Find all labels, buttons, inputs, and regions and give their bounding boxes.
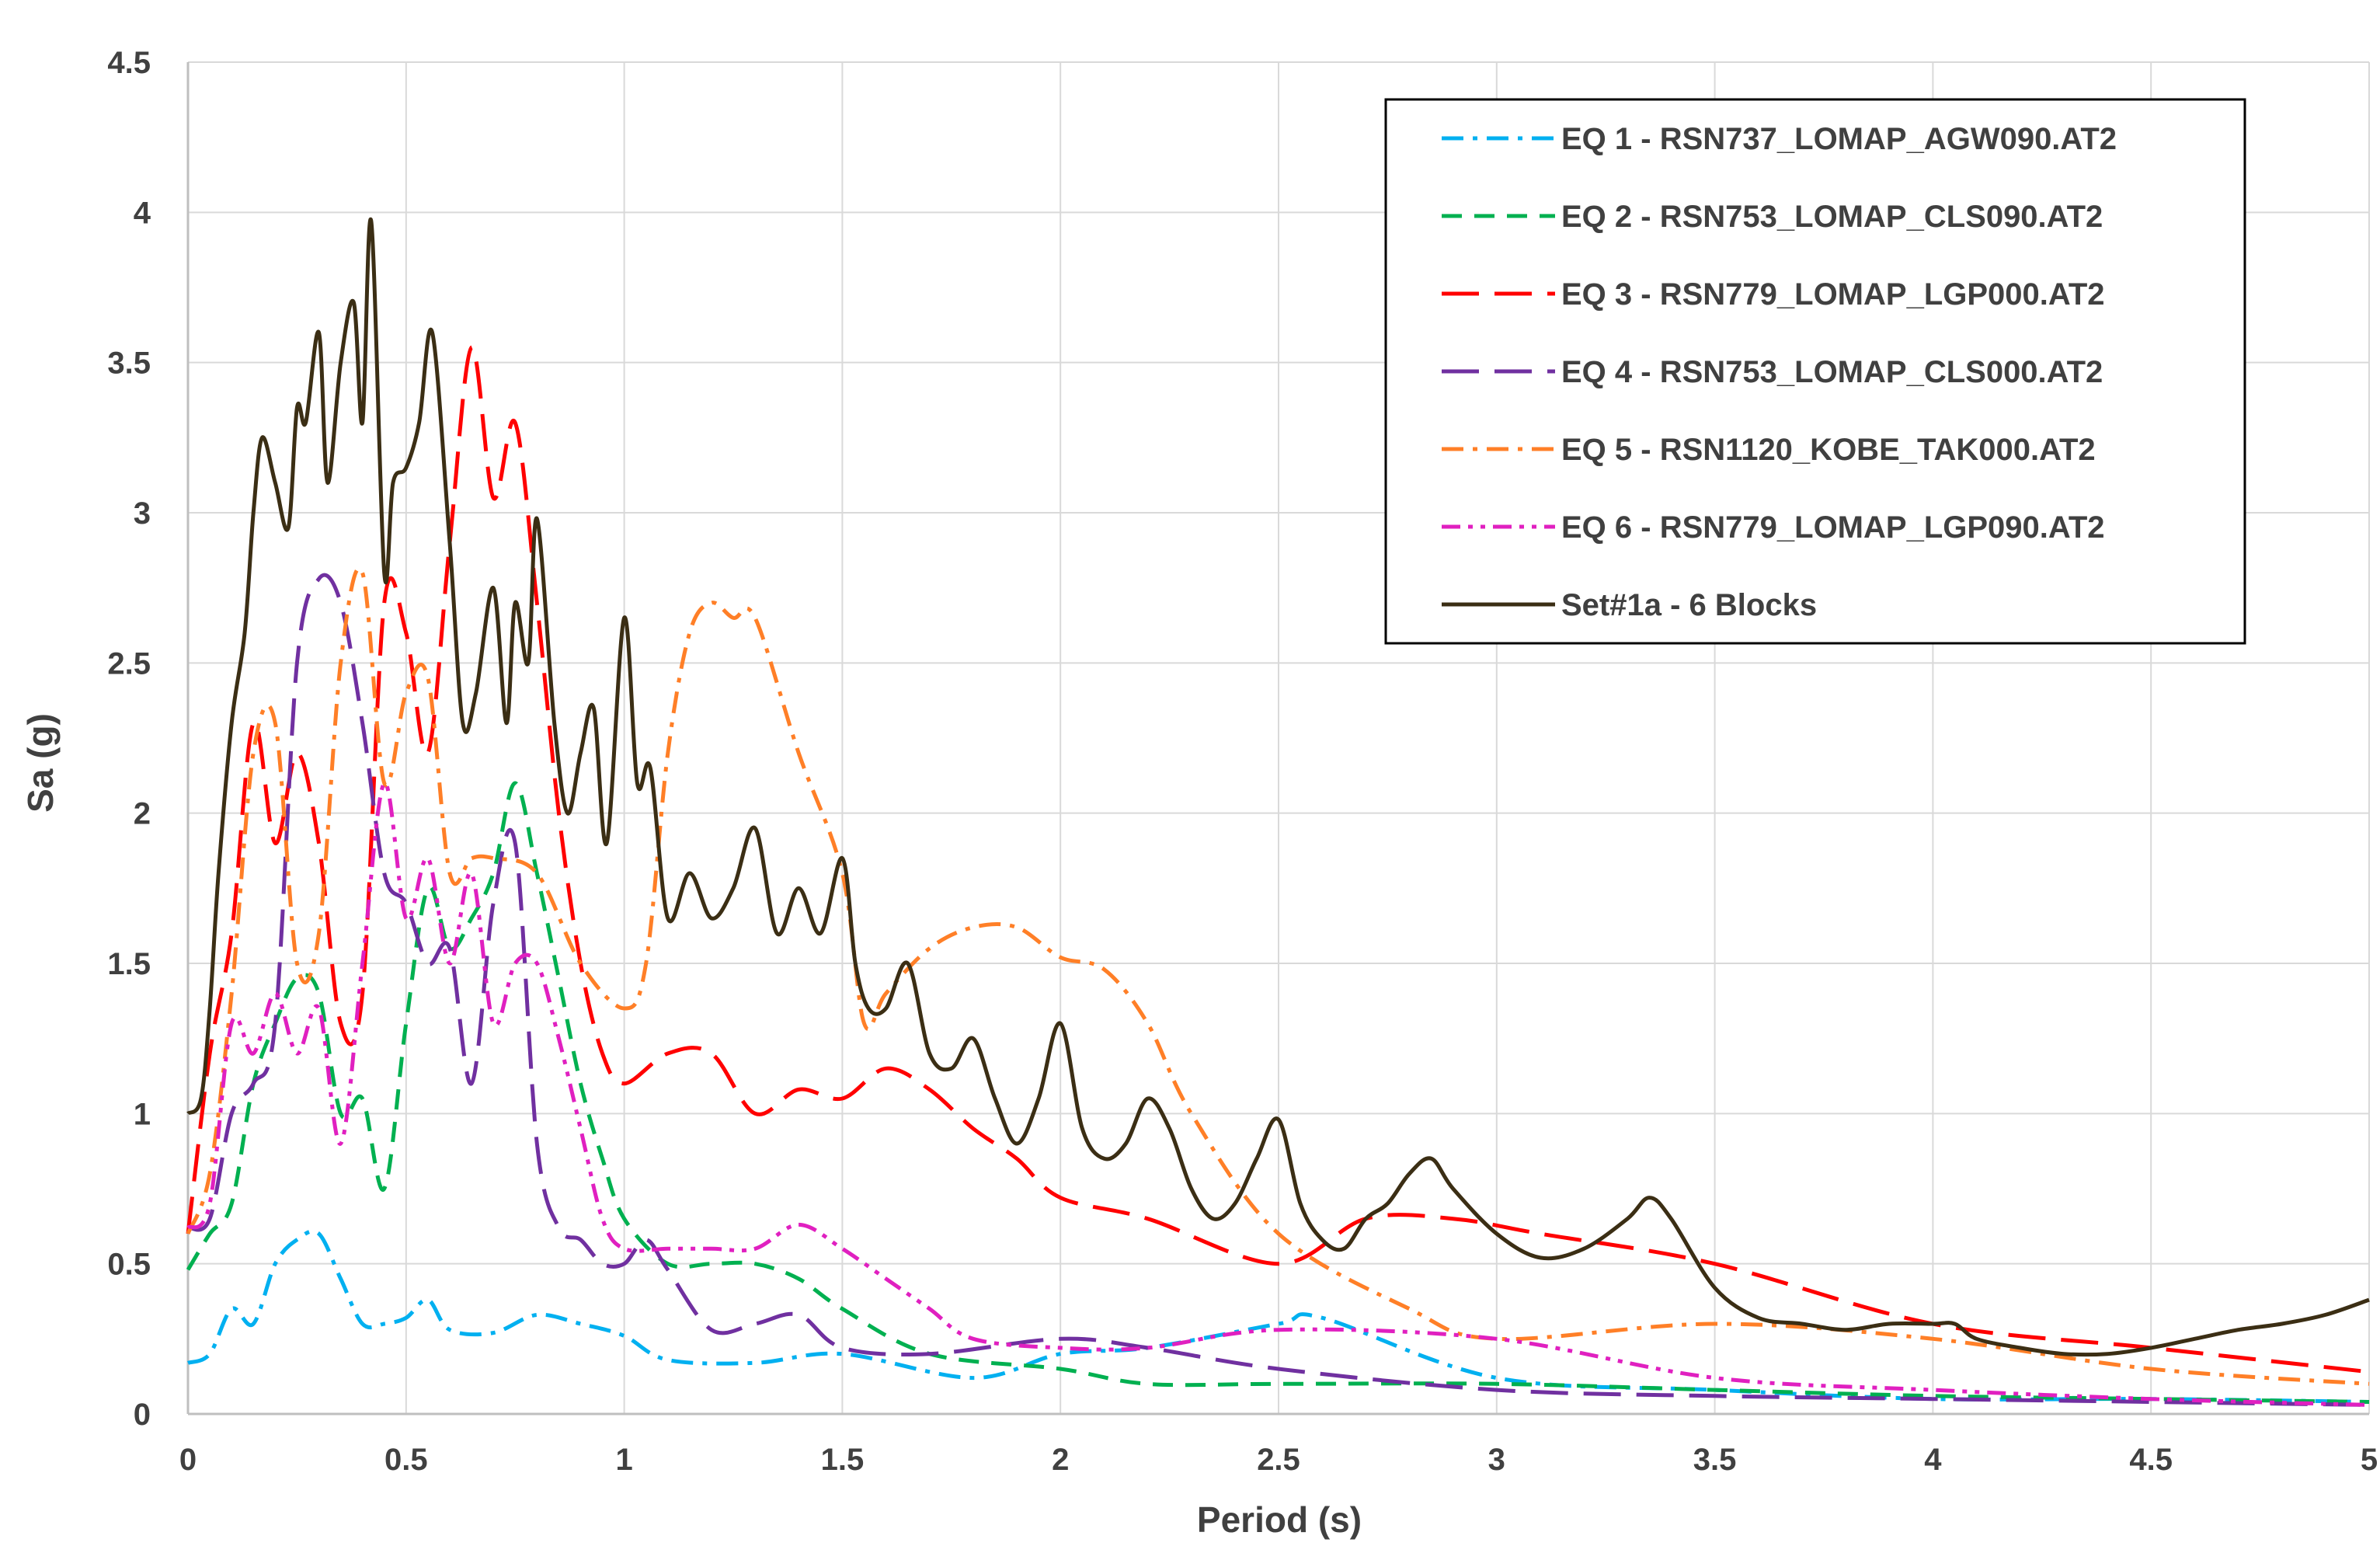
series-line-eq4	[187, 573, 2370, 1407]
y-tick-label: 3	[134, 496, 151, 531]
y-tick-label: 2.5	[107, 646, 151, 681]
legend-label: EQ 2 - RSN753_LOMAP_CLS090.AT2	[1561, 200, 2103, 234]
y-tick-label: 0	[134, 1398, 151, 1432]
axes: 0 0.5 1 1.5 2 2.5 3 3.5 4 4.5 5 0 0.5 1 1.5 2 2.5 3 3.5 4 4.…	[107, 46, 2378, 1477]
x-tick-label: 4	[1924, 1443, 1942, 1477]
y-tick-label: 0.5	[107, 1248, 151, 1282]
x-axis-title: Period (s)	[1197, 1499, 1362, 1540]
legend-label: EQ 3 - RSN779_LOMAP_LGP000.AT2	[1561, 277, 2105, 312]
legend-label: EQ 4 - RSN753_LOMAP_CLS000.AT2	[1561, 355, 2103, 389]
y-tick-label: 1	[134, 1097, 151, 1131]
x-tick-label: 5	[2361, 1443, 2378, 1477]
x-tick-label: 2	[1052, 1443, 1069, 1477]
series-line-eq6	[186, 781, 2370, 1407]
series-line-set1a	[186, 217, 2370, 1357]
x-tick-label: 2.5	[1257, 1443, 1300, 1477]
series-lines	[186, 217, 2370, 1407]
legend: EQ 1 - RSN737_LOMAP_AGW090.AT2 EQ 2 - RSN…	[1384, 98, 2246, 645]
y-tick-label: 2	[134, 797, 151, 831]
series-line-eq2	[186, 781, 2370, 1404]
x-tick-label: 3	[1488, 1443, 1505, 1477]
x-tick-label: 1	[615, 1443, 632, 1477]
y-tick-label: 4.5	[107, 46, 151, 80]
y-tick-label: 4	[134, 196, 151, 230]
series-line-eq3	[186, 345, 2370, 1374]
x-tick-label: 0.5	[384, 1443, 428, 1477]
y-axis-title: Sa (g)	[20, 713, 61, 813]
legend-label: EQ 1 - RSN737_LOMAP_AGW090.AT2	[1561, 122, 2117, 156]
x-tick-label: 4.5	[2129, 1443, 2173, 1477]
legend-label: EQ 6 - RSN779_LOMAP_LGP090.AT2	[1561, 510, 2105, 545]
x-tick-label: 1.5	[821, 1443, 865, 1477]
series-line-eq1	[187, 1229, 2370, 1404]
legend-label: EQ 5 - RSN1120_KOBE_TAK000.AT2	[1561, 433, 2096, 467]
x-tick-label: 0	[179, 1443, 197, 1477]
y-tick-label: 1.5	[107, 947, 151, 981]
legend-label: Set#1a - 6 Blocks	[1561, 588, 1817, 622]
y-tick-label: 3.5	[107, 346, 151, 381]
x-tick-label: 3.5	[1693, 1443, 1737, 1477]
